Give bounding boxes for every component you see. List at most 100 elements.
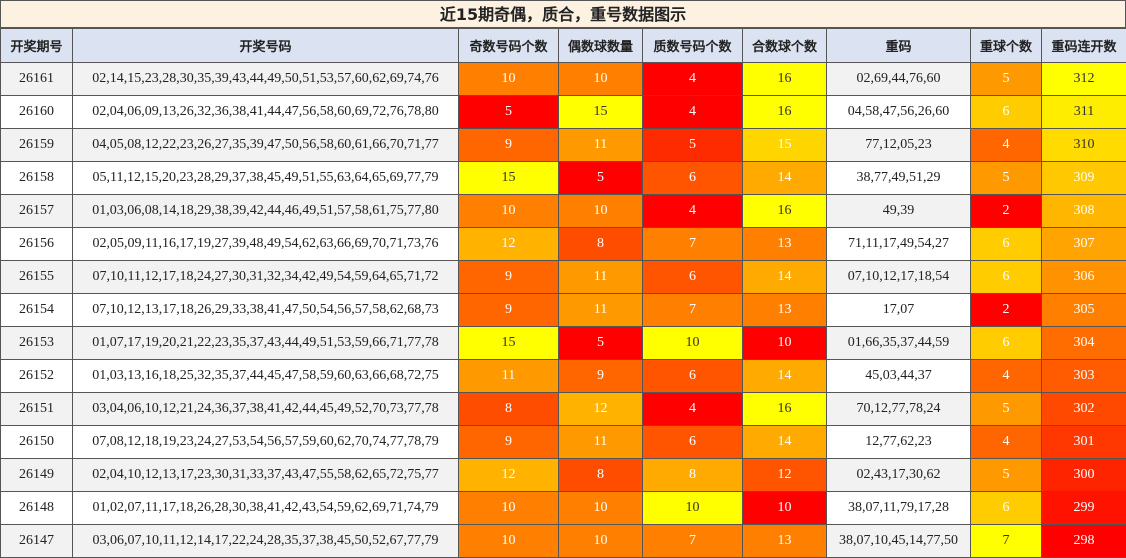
table-cell: 301	[1041, 425, 1126, 459]
table-cell: 07,08,12,18,19,23,24,27,53,54,56,57,59,6…	[72, 425, 459, 459]
table-row: 26155 07,10,11,12,17,18,24,27,30,31,32,34…	[0, 260, 1126, 294]
table-cell: 02,69,44,76,60	[826, 62, 971, 96]
table-cell: 15	[558, 95, 643, 129]
table-cell: 77,12,05,23	[826, 128, 971, 162]
table-cell: 6	[970, 95, 1042, 129]
table-cell: 12	[458, 458, 559, 492]
table-cell: 8	[558, 458, 643, 492]
table-cell: 4	[642, 194, 743, 228]
table-cell: 38,07,11,79,17,28	[826, 491, 971, 525]
table-cell: 304	[1041, 326, 1126, 360]
table-cell: 07,10,12,13,17,18,26,29,33,38,41,47,50,5…	[72, 293, 459, 327]
table-row: 26156 02,05,09,11,16,17,19,27,39,48,49,54…	[0, 227, 1126, 261]
table-cell: 7	[970, 524, 1042, 558]
table-cell: 6	[642, 359, 743, 393]
table-cell: 11	[458, 359, 559, 393]
table-cell: 10	[458, 524, 559, 558]
table-cell: 02,43,17,30,62	[826, 458, 971, 492]
table-row: 26149 02,04,10,12,13,17,23,30,31,33,37,43…	[0, 458, 1126, 492]
table-cell: 8	[642, 458, 743, 492]
table-cell: 10	[642, 326, 743, 360]
table-cell: 01,02,07,11,17,18,26,28,30,38,41,42,43,5…	[72, 491, 459, 525]
table-cell: 303	[1041, 359, 1126, 393]
table-cell: 01,03,13,16,18,25,32,35,37,44,45,47,58,5…	[72, 359, 459, 393]
table-cell: 4	[642, 95, 743, 129]
table-cell: 6	[642, 425, 743, 459]
table-cell: 5	[558, 161, 643, 195]
table-cell: 5	[970, 392, 1042, 426]
table-cell: 300	[1041, 458, 1126, 492]
table-cell: 10	[642, 491, 743, 525]
table-cell: 26152	[0, 359, 73, 393]
table-cell: 5	[558, 326, 643, 360]
table-cell: 7	[642, 227, 743, 261]
table-cell: 13	[742, 293, 827, 327]
column-header: 开奖号码	[72, 28, 459, 63]
table-cell: 49,39	[826, 194, 971, 228]
table-cell: 11	[558, 425, 643, 459]
table-cell: 307	[1041, 227, 1126, 261]
table-cell: 26159	[0, 128, 73, 162]
table-cell: 10	[742, 326, 827, 360]
table-cell: 12	[458, 227, 559, 261]
table-cell: 302	[1041, 392, 1126, 426]
column-header: 开奖期号	[0, 28, 73, 63]
table-cell: 16	[742, 194, 827, 228]
table-cell: 14	[742, 161, 827, 195]
table-cell: 16	[742, 95, 827, 129]
header-row: 开奖期号 开奖号码 奇数号码个数 偶数球数量 质数号码个数 合数球个数 重码 重球个数 重码连开…	[0, 28, 1126, 63]
column-header: 合数球个数	[742, 28, 827, 63]
table-row: 26148 01,02,07,11,17,18,26,28,30,38,41,42…	[0, 491, 1126, 525]
table-cell: 4	[642, 392, 743, 426]
table-row: 26153 01,07,17,19,20,21,22,23,35,37,43,44…	[0, 326, 1126, 360]
table-cell: 5	[970, 458, 1042, 492]
table-cell: 298	[1041, 524, 1126, 558]
table-cell: 12,77,62,23	[826, 425, 971, 459]
table-cell: 26149	[0, 458, 73, 492]
table-cell: 11	[558, 128, 643, 162]
table-cell: 15	[458, 326, 559, 360]
table-cell: 4	[970, 425, 1042, 459]
table-cell: 12	[558, 392, 643, 426]
table-row: 26151 03,04,06,10,12,21,24,36,37,38,41,42…	[0, 392, 1126, 426]
table-cell: 26158	[0, 161, 73, 195]
table-cell: 4	[642, 62, 743, 96]
table-cell: 10	[558, 524, 643, 558]
table-cell: 17,07	[826, 293, 971, 327]
table-cell: 11	[558, 260, 643, 294]
table-cell: 5	[970, 161, 1042, 195]
table-cell: 7	[642, 293, 743, 327]
table-cell: 4	[970, 359, 1042, 393]
table-cell: 07,10,12,17,18,54	[826, 260, 971, 294]
table-cell: 310	[1041, 128, 1126, 162]
table-cell: 2	[970, 194, 1042, 228]
table-cell: 8	[458, 392, 559, 426]
table-cell: 45,03,44,37	[826, 359, 971, 393]
table-cell: 01,07,17,19,20,21,22,23,35,37,43,44,49,5…	[72, 326, 459, 360]
table-cell: 10	[458, 194, 559, 228]
column-header: 偶数球数量	[558, 28, 643, 63]
table-row: 26158 05,11,12,15,20,23,28,29,37,38,45,49…	[0, 161, 1126, 195]
table-cell: 02,04,10,12,13,17,23,30,31,33,37,43,47,5…	[72, 458, 459, 492]
table-cell: 9	[458, 260, 559, 294]
table-cell: 16	[742, 62, 827, 96]
table-cell: 15	[742, 128, 827, 162]
table-cell: 309	[1041, 161, 1126, 195]
table-cell: 6	[970, 491, 1042, 525]
table-cell: 11	[558, 293, 643, 327]
table-cell: 01,03,06,08,14,18,29,38,39,42,44,46,49,5…	[72, 194, 459, 228]
table-cell: 10	[558, 491, 643, 525]
table-row: 26160 02,04,06,09,13,26,32,36,38,41,44,47…	[0, 95, 1126, 129]
table-cell: 8	[558, 227, 643, 261]
table-cell: 6	[642, 260, 743, 294]
table-row: 26152 01,03,13,16,18,25,32,35,37,44,45,47…	[0, 359, 1126, 393]
table-cell: 14	[742, 260, 827, 294]
table-row: 26150 07,08,12,18,19,23,24,27,53,54,56,57…	[0, 425, 1126, 459]
column-header: 质数号码个数	[642, 28, 743, 63]
column-header: 重球个数	[970, 28, 1042, 63]
table-cell: 9	[458, 293, 559, 327]
table-cell: 26151	[0, 392, 73, 426]
column-header: 奇数号码个数	[458, 28, 559, 63]
table-cell: 308	[1041, 194, 1126, 228]
table-cell: 5	[642, 128, 743, 162]
